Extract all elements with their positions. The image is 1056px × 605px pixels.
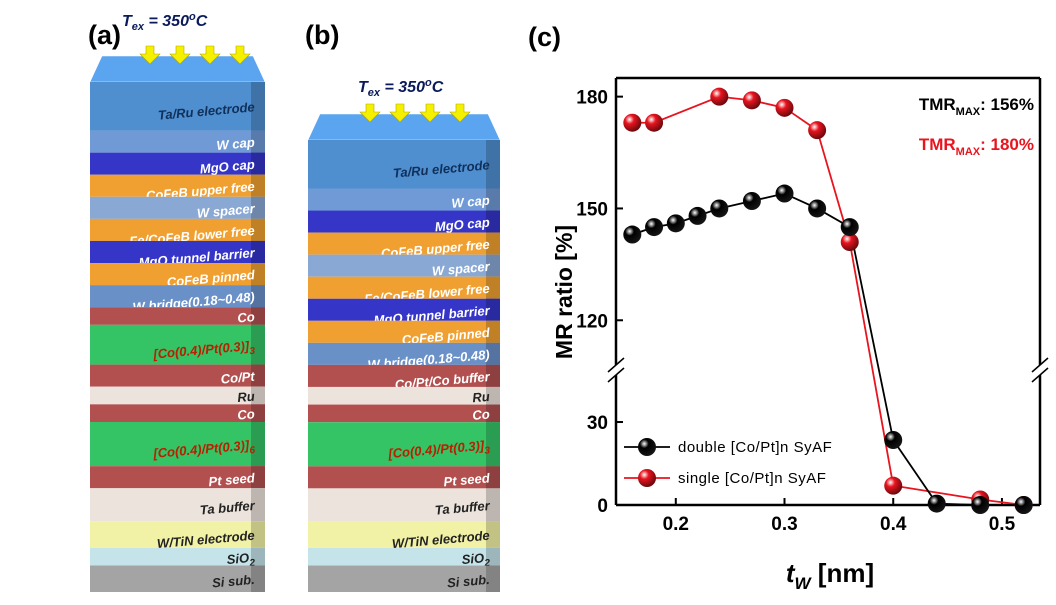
page: (a) (b) (c) Ta/Ru electrodeW capMgO capC…: [0, 0, 1056, 605]
data-point: [1015, 496, 1033, 514]
layer-label-text: Co: [472, 406, 491, 422]
panel-label: (b): [305, 20, 339, 50]
panel-label: (c): [528, 22, 561, 52]
layer-stack: Ta/Ru electrodeW capMgO capCoFeB upper f…: [308, 77, 500, 592]
layer-shade: [251, 325, 265, 365]
temp-end: C: [432, 79, 444, 96]
data-point: [710, 88, 728, 106]
temp-end: C: [196, 13, 208, 30]
data-point: [743, 192, 761, 210]
stacks: Ta/Ru electrodeW capMgO capCoFeB upper f…: [90, 11, 500, 592]
data-point: [710, 199, 728, 217]
layer-label-text: Co: [237, 309, 256, 325]
data-point: [689, 207, 707, 225]
y-tick-label: 0: [597, 496, 608, 517]
y-tick-label: 180: [576, 88, 608, 109]
annotation-text: : 180%: [980, 135, 1034, 154]
annotation-sub: MAX: [956, 106, 981, 118]
layer-shade: [251, 422, 265, 466]
x-tick-label: 0.4: [880, 514, 907, 535]
x-axis-label: tW [nm]: [786, 558, 874, 593]
legend-label: single [Co/Pt]n SyAF: [678, 470, 826, 487]
data-point: [623, 114, 641, 132]
data-point: [743, 91, 761, 109]
layer-label-text: Ru: [237, 389, 256, 405]
data-point: [808, 121, 826, 139]
x-tick-label: 0.3: [771, 514, 797, 535]
chart: 120 150 180 0 30 0.2 0.3 0.4 0.5 MR ratio [%] tW […: [551, 78, 1048, 593]
layer-shade: [486, 422, 500, 466]
temp-text: = 350: [380, 79, 425, 96]
layer-label: Ru: [237, 389, 256, 405]
data-point: [623, 226, 641, 244]
legend-label: double [Co/Pt]n SyAF: [678, 439, 832, 456]
data-point: [971, 496, 989, 514]
layer-label: Co: [237, 309, 256, 325]
layer-label-text: Co: [237, 406, 256, 422]
annotation-sub: MAX: [956, 146, 981, 158]
y-axis-label: MR ratio [%]: [551, 225, 577, 359]
temp-text: = 350: [144, 13, 189, 30]
y-tick-label: 120: [576, 311, 608, 332]
layer-label: Co: [237, 406, 256, 422]
layer-label-text: SiO: [226, 550, 250, 567]
annotation-text: : 156%: [980, 95, 1034, 114]
x-label-text: [nm]: [811, 558, 875, 588]
data-point: [776, 185, 794, 203]
series-line: [632, 194, 1023, 505]
layer-label-text: Ru: [472, 389, 491, 405]
data-point: [808, 199, 826, 217]
data-point: [645, 218, 663, 236]
layer-label-text: SiO: [461, 550, 485, 567]
data-point: [884, 477, 902, 495]
data-point: [776, 99, 794, 117]
data-point: [928, 495, 946, 513]
annotation: TMRMAX: 180%: [919, 135, 1034, 158]
data-point: [645, 114, 663, 132]
y-tick-label: 30: [587, 413, 608, 434]
temp-sub: ex: [132, 21, 145, 33]
temperature-label: Tex = 350oC: [122, 11, 208, 33]
temperature-label: Tex = 350oC: [358, 77, 444, 99]
data-point: [841, 218, 859, 236]
layer-label-text: Co/Pt: [220, 369, 256, 387]
annotation-base: TMR: [919, 95, 956, 114]
legend-marker: [638, 438, 656, 456]
layer-label: Co/Pt: [220, 369, 256, 387]
x-tick-label: 0.2: [663, 514, 689, 535]
annotation-base: TMR: [919, 135, 956, 154]
layer-label: Co: [472, 406, 491, 422]
figure: (a) (b) (c) Ta/Ru electrodeW capMgO capC…: [0, 0, 1056, 600]
temp-sub: ex: [368, 87, 381, 99]
panel-label: (a): [88, 20, 121, 50]
x-tick-label: 0.5: [989, 514, 1016, 535]
annotation: TMRMAX: 156%: [919, 95, 1034, 118]
y-tick-label: 150: [576, 199, 608, 220]
data-point: [667, 214, 685, 232]
legend-marker: [638, 469, 656, 487]
layer-label: Ru: [472, 389, 491, 405]
data-point: [884, 431, 902, 449]
